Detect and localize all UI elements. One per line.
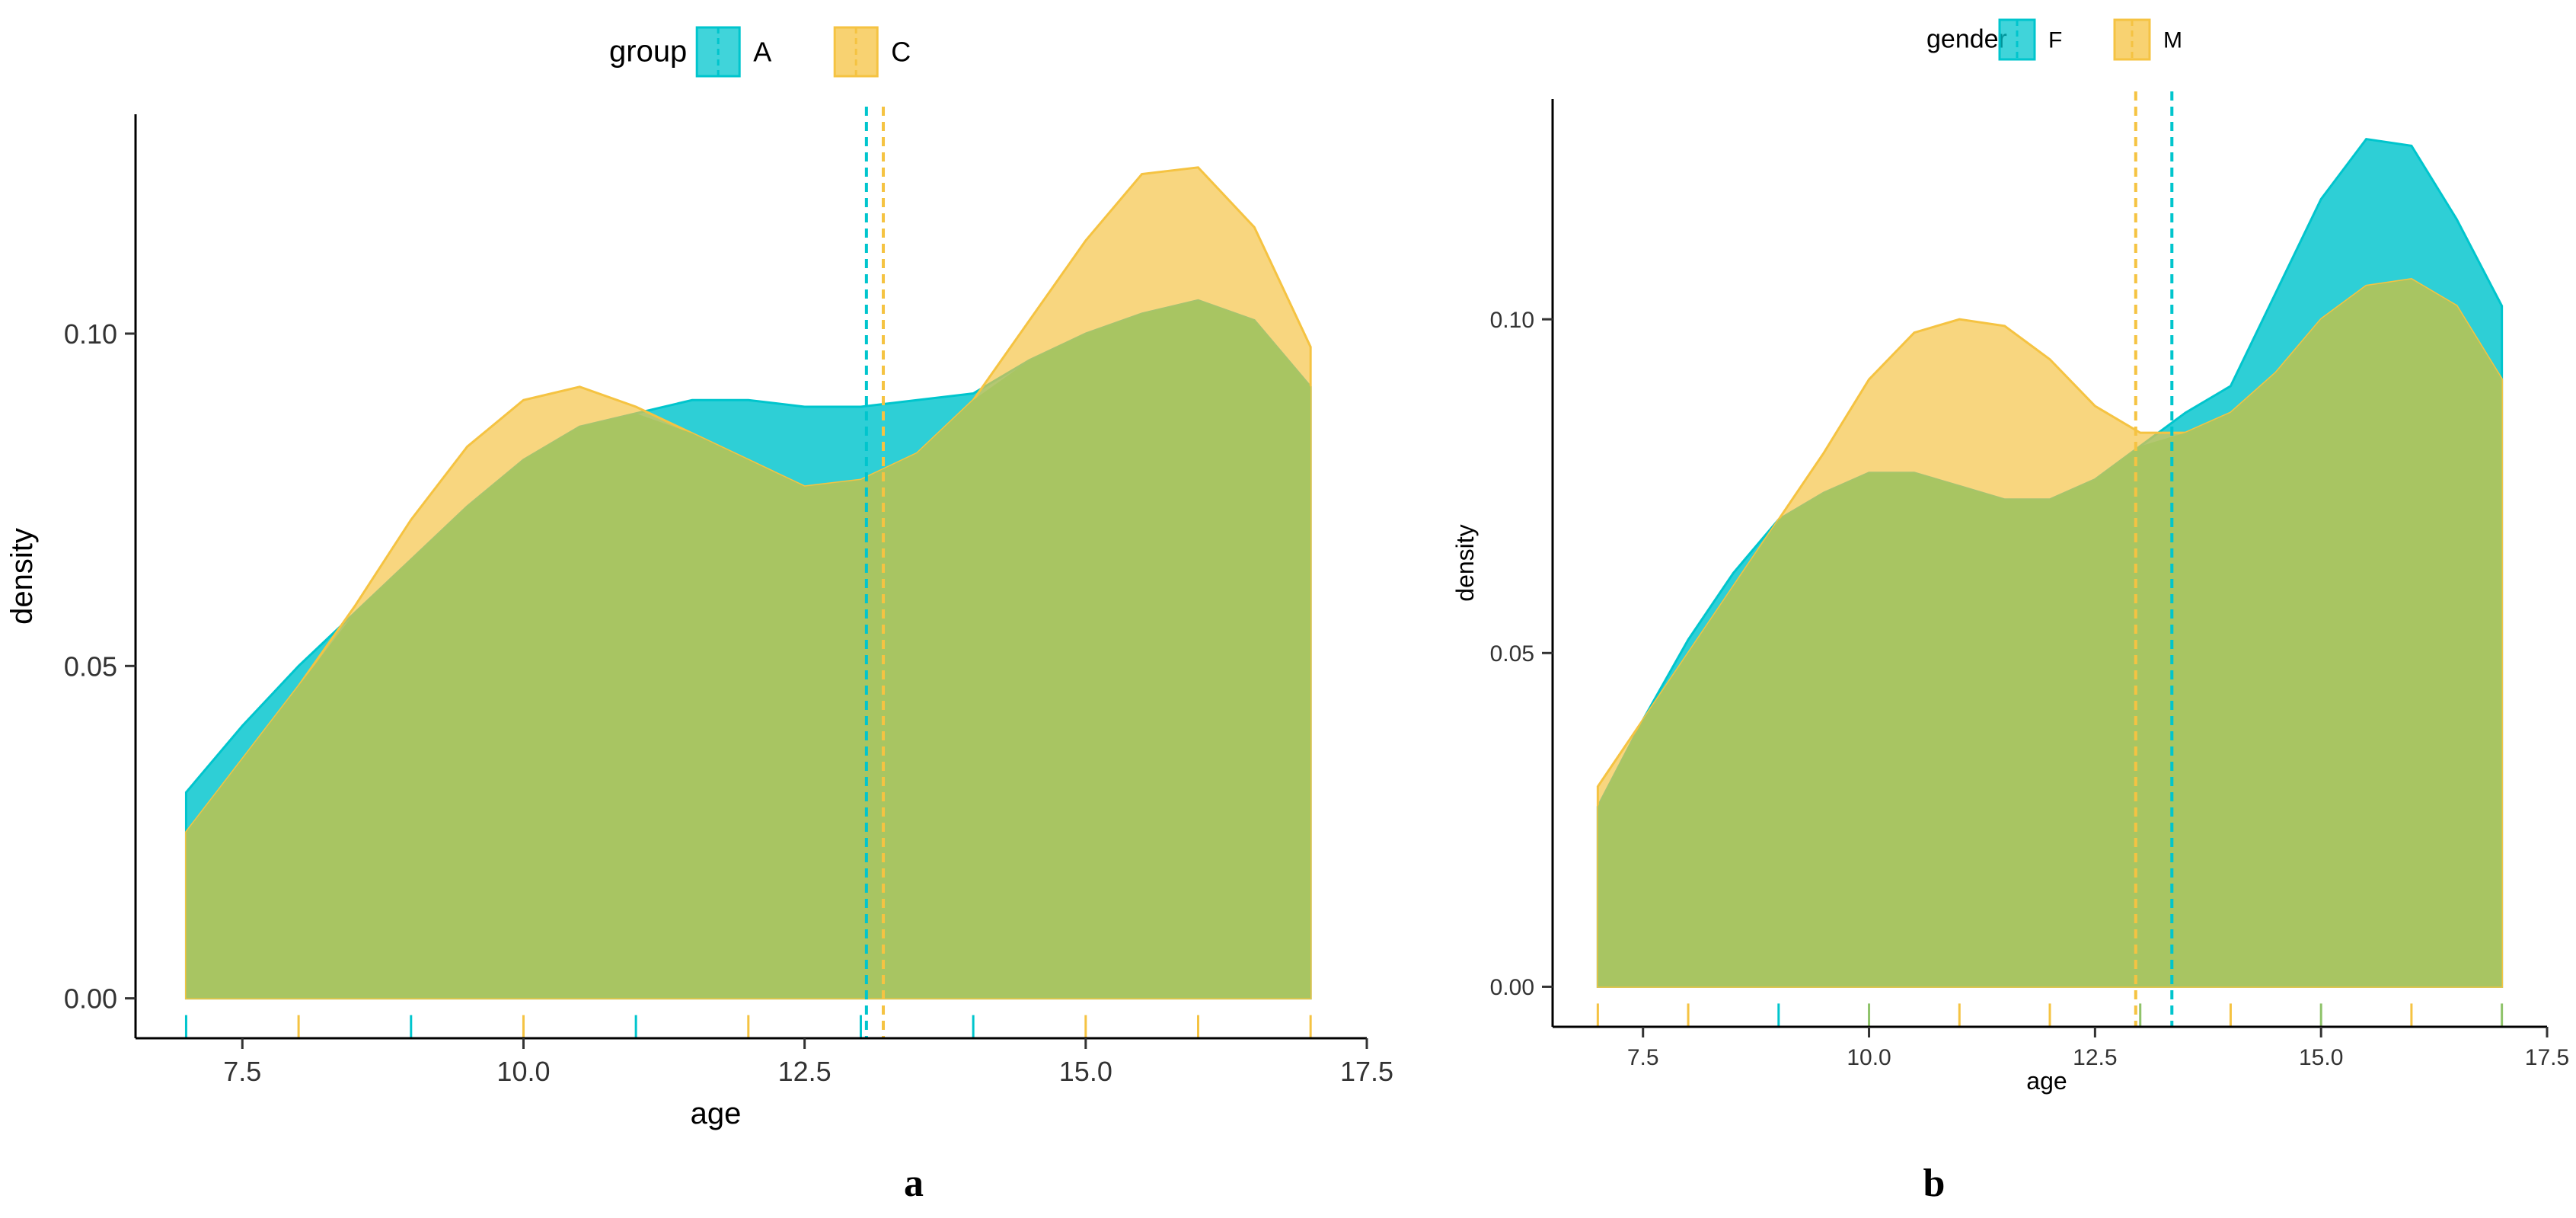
x-tick-label: 7.5 — [223, 1056, 261, 1087]
legend-label-F: F — [2048, 28, 2062, 53]
panel-b: 7.5 10.0 12.5 15.0 17.5 0.00 0.05 0.10 age densit… — [1451, 18, 2569, 1205]
y-tick-label: 0.00 — [1490, 975, 1534, 1000]
legend-key-A — [695, 26, 741, 78]
legend-key-M — [2113, 18, 2151, 61]
density-overlap — [186, 300, 1311, 999]
x-tick-label: 17.5 — [1340, 1056, 1393, 1087]
plot-area — [1596, 137, 2504, 988]
legend: group A C — [609, 26, 911, 78]
panel-label: a — [904, 1162, 924, 1205]
y-tick-label: 0.10 — [1490, 308, 1534, 333]
x-tick-label: 10.0 — [496, 1056, 550, 1087]
y-axis-title: density — [5, 528, 39, 625]
legend-label-C: C — [891, 37, 911, 68]
legend-label-A: A — [753, 37, 771, 68]
x-tick-label: 7.5 — [1627, 1045, 1659, 1070]
x-tick-label: 15.0 — [1059, 1056, 1112, 1087]
y-tick-label: 0.10 — [64, 318, 117, 350]
y-tick-label: 0.05 — [64, 651, 117, 682]
x-tick-label: 10.0 — [1847, 1045, 1891, 1070]
x-tick-label: 17.5 — [2525, 1045, 2569, 1070]
legend-label-M: M — [2163, 28, 2182, 53]
y-tick-label: 0.05 — [1490, 641, 1534, 667]
legend-key-F — [1998, 18, 2036, 61]
panel-label: b — [1923, 1162, 1946, 1205]
panel-a: 7.5 10.0 12.5 15.0 17.5 0.00 0.05 0.10 age densit… — [5, 26, 1393, 1205]
legend-title: group — [609, 35, 687, 69]
plot-area — [184, 166, 1312, 1000]
x-axis-title: age — [2026, 1067, 2067, 1095]
legend-key-C — [833, 26, 879, 78]
x-tick-label: 12.5 — [2073, 1045, 2117, 1070]
x-axis-title: age — [691, 1097, 742, 1130]
x-tick-label: 12.5 — [778, 1056, 832, 1087]
density-overlap — [1598, 279, 2502, 987]
y-tick-label: 0.00 — [64, 983, 117, 1015]
legend: gender F M — [1926, 18, 2182, 61]
y-axis-title: density — [1451, 524, 1479, 601]
legend-title: gender — [1926, 25, 2007, 54]
x-tick-label: 15.0 — [2299, 1045, 2343, 1070]
